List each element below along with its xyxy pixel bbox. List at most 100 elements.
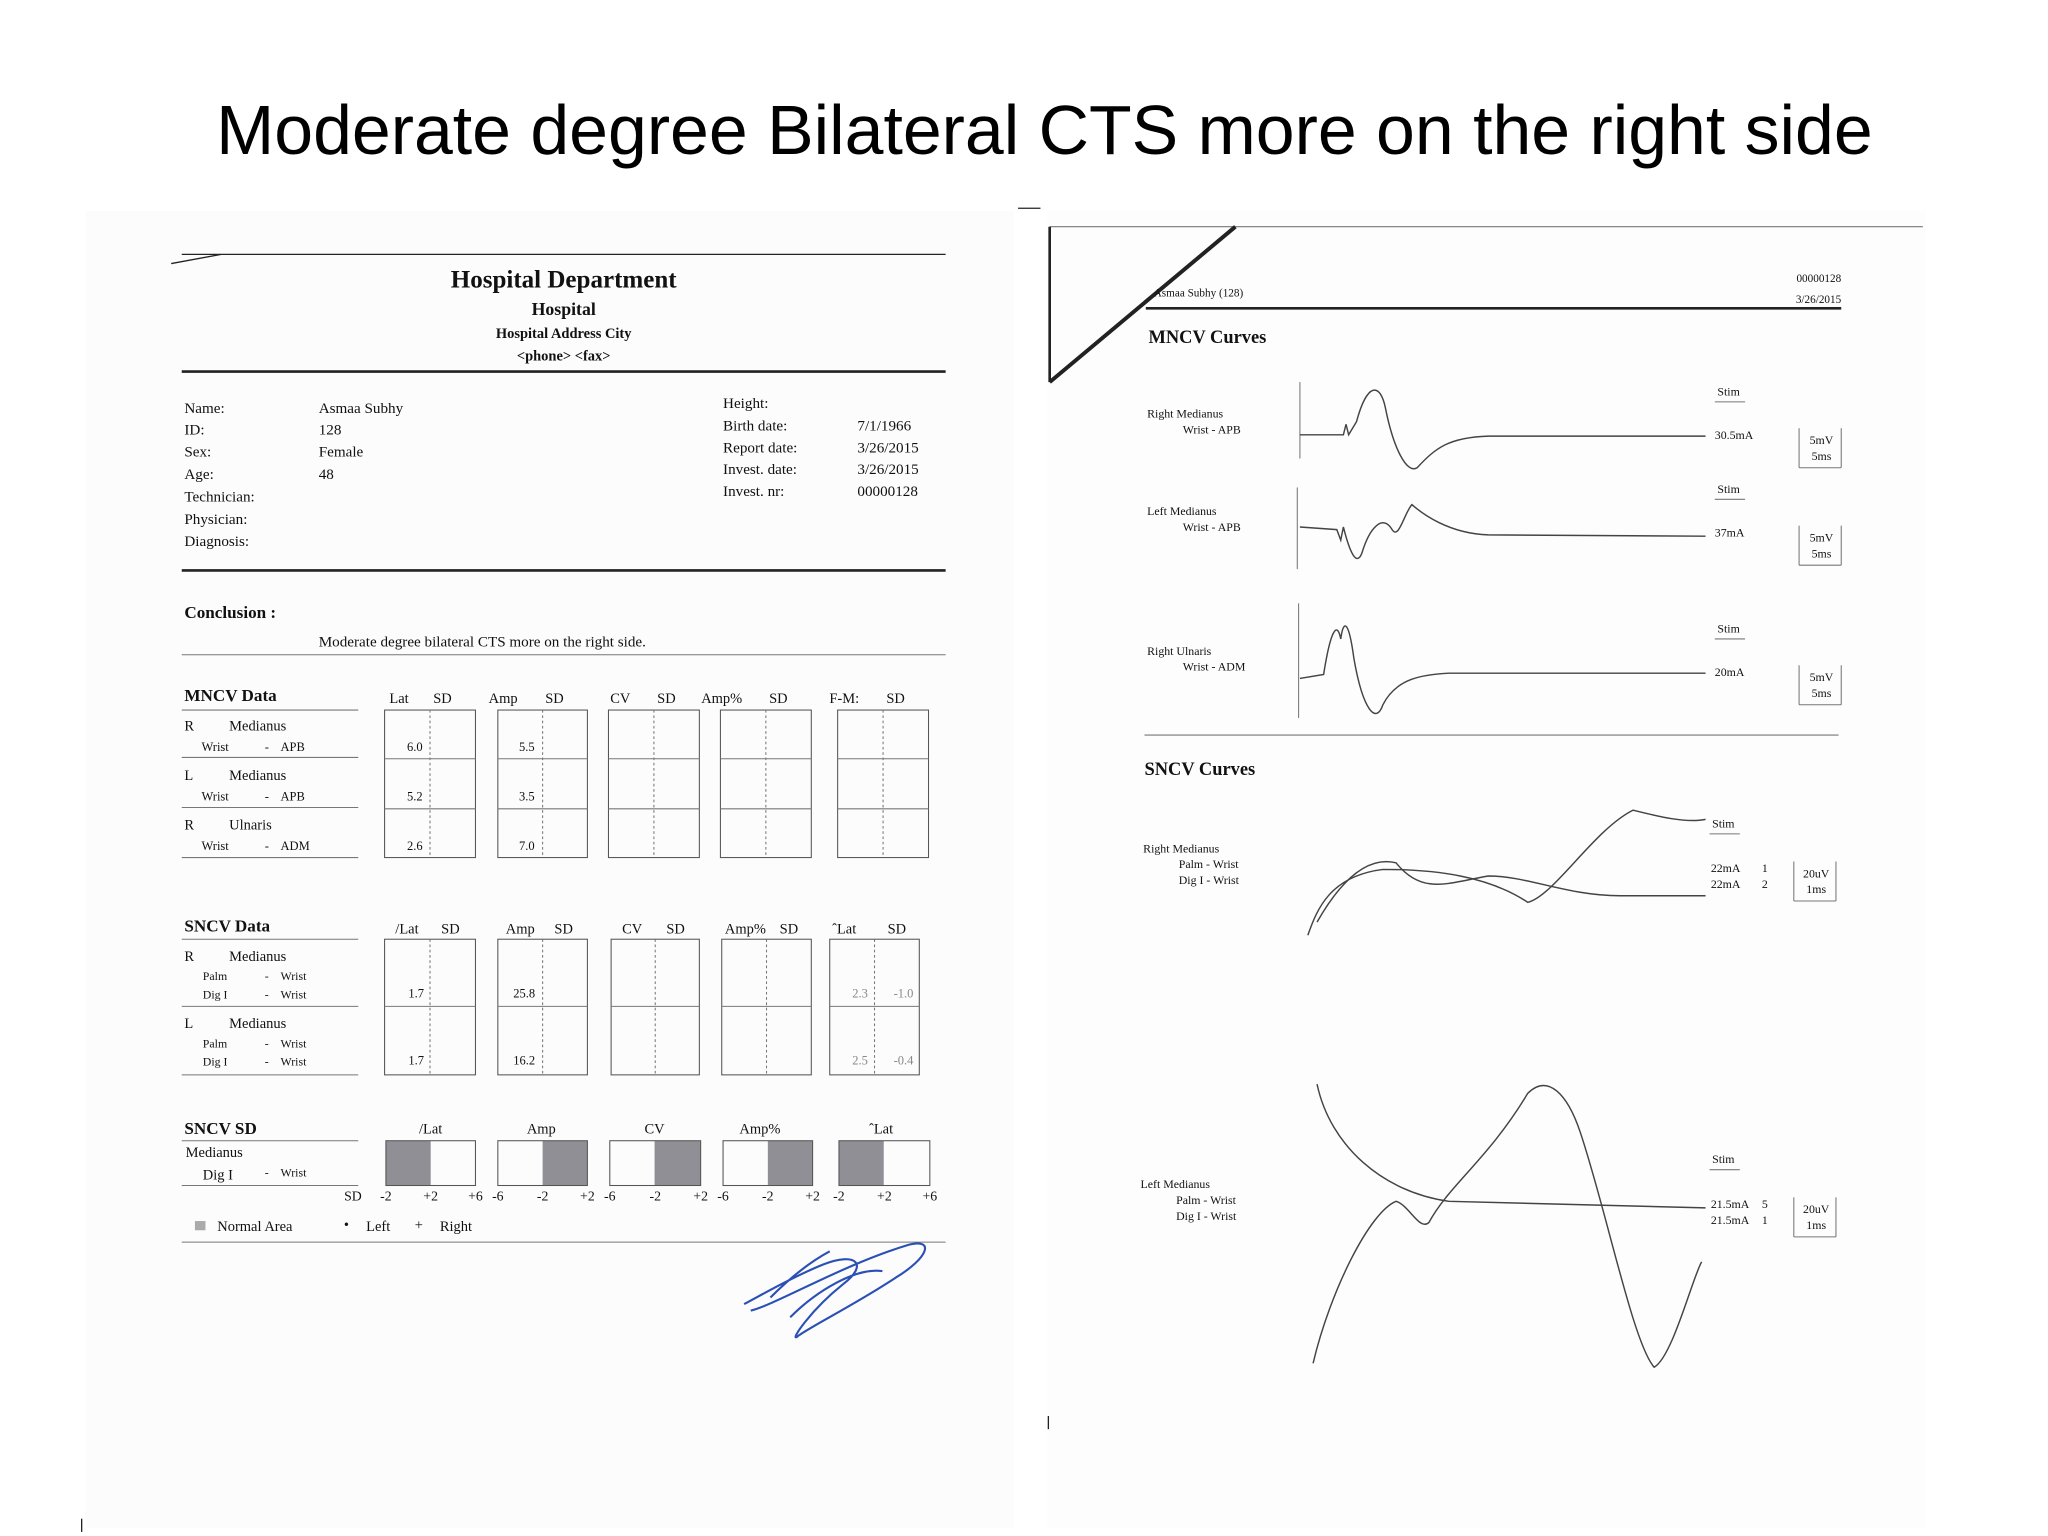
scale-label: -6 [717,1189,729,1204]
legend-swatch [194,1221,206,1231]
column-header: ˆLat [832,921,856,937]
stim: 21.5mA [1711,1197,1750,1211]
scale-label: -6 [492,1189,504,1204]
segment-from: Palm [203,969,228,983]
record: 00000128 [1796,273,1841,285]
separator: - [265,969,269,983]
scale-label: -2 [537,1189,549,1204]
segment: Palm - Wrist [1179,857,1240,871]
scale-label: -6 [604,1189,616,1204]
field-label: Technician: [184,489,254,505]
nerve: Left Medianus [1147,504,1217,518]
date: 3/26/2015 [1796,294,1842,306]
column-header: SD [433,691,452,707]
field-value: 3/26/2015 [857,462,918,478]
nerve: Medianus [229,768,286,784]
column-header: SD [888,921,907,937]
segment: Dig I - Wrist [1179,873,1240,887]
segment-to: Wrist [281,969,308,983]
segment: Dig I - Wrist [1176,1209,1237,1223]
stim-label: Stim [1717,482,1740,496]
field-value: 128 [319,422,342,438]
stim: 37mA [1715,525,1745,539]
section-title: SNCV SD [184,1119,256,1138]
cell-value: -1.0 [894,986,914,1000]
column-header: SD [666,921,685,937]
legend-symbol: + [415,1218,423,1234]
corner-fold [1048,225,1237,384]
cell-value: 25.8 [513,986,535,1000]
normal-area [838,1140,884,1186]
sd-box [838,1140,931,1187]
stim: 21.5mA [1711,1213,1750,1227]
section-title: MNCV Curves [1148,327,1266,347]
separator: - [265,740,269,754]
cell-value: 3.5 [519,790,535,804]
cell-value: 1.7 [408,1054,424,1068]
scale: 1ms [1806,1218,1826,1232]
stim: 30.5mA [1715,428,1754,442]
contact: <phone> <fax> [517,348,611,364]
conclusion-text: Moderate degree bilateral CTS more on th… [319,634,646,650]
channel: 5 [1762,1197,1768,1211]
scale-label: +2 [580,1189,595,1204]
scale-label: -2 [833,1189,845,1204]
field-value: 3/26/2015 [857,441,918,457]
segment-to: APB [281,740,305,754]
separator: - [265,988,269,1002]
scale-label: -2 [649,1189,661,1204]
field-value: Female [319,445,364,461]
patient: Asmaa Subhy (128) [1154,287,1244,299]
normal-area [385,1140,431,1186]
separator: - [265,1055,269,1069]
column-header: Amp% [739,1122,780,1138]
department: Hospital Department [451,267,677,294]
field-label: ID: [184,422,204,438]
field-label: Report date: [723,441,797,457]
segment: Wrist - APB [1183,423,1241,437]
segment-from: Wrist [202,790,230,804]
scale-label: +2 [693,1189,708,1204]
column-header: /Lat [419,1122,442,1138]
legend-label: Normal Area [217,1219,293,1235]
channel: 1 [1762,861,1768,875]
nerve: Left Medianus [1141,1177,1211,1191]
sd-box [722,1140,814,1187]
scale-label: -2 [762,1189,774,1204]
conclusion-label: Conclusion : [184,603,276,622]
address: Hospital Address City [496,326,632,342]
field-label: Diagnosis: [184,534,249,550]
scale-label: +6 [468,1189,483,1204]
segment-to: ADM [281,839,310,853]
stim: 22mA [1711,877,1741,891]
waveform [1316,860,1706,923]
stim: 22mA [1711,861,1741,875]
side: R [184,718,194,734]
nerve: Medianus [229,718,286,734]
sd-box [385,1140,476,1187]
report-page [85,210,1015,1528]
nerve: Right Medianus [1143,841,1219,855]
segment-to: Wrist [281,1036,308,1050]
column-header: SD [780,921,799,937]
column-header: /Lat [395,921,418,937]
scale-label: +2 [877,1189,892,1204]
cell-value: 7.0 [519,839,535,853]
field-label: Age: [184,467,213,483]
nerve: Right Ulnaris [1147,644,1212,658]
waveform [1312,1084,1703,1369]
scale-label: +6 [922,1189,937,1204]
scale-label: +2 [423,1189,438,1204]
nerve: Medianus [229,949,286,965]
separator: - [265,1036,269,1050]
segment-from: Dig I [203,1168,233,1184]
column-header: SD [769,691,788,707]
column-header: CV [645,1122,666,1138]
field-label: Birth date: [723,418,787,434]
segment-from: Palm [203,1036,228,1050]
sd-label: SD [344,1189,362,1204]
cell-value: 1.7 [408,986,424,1000]
report-rules [171,253,946,1243]
field-label: Sex: [184,445,211,461]
scale: 5ms [1812,449,1832,463]
